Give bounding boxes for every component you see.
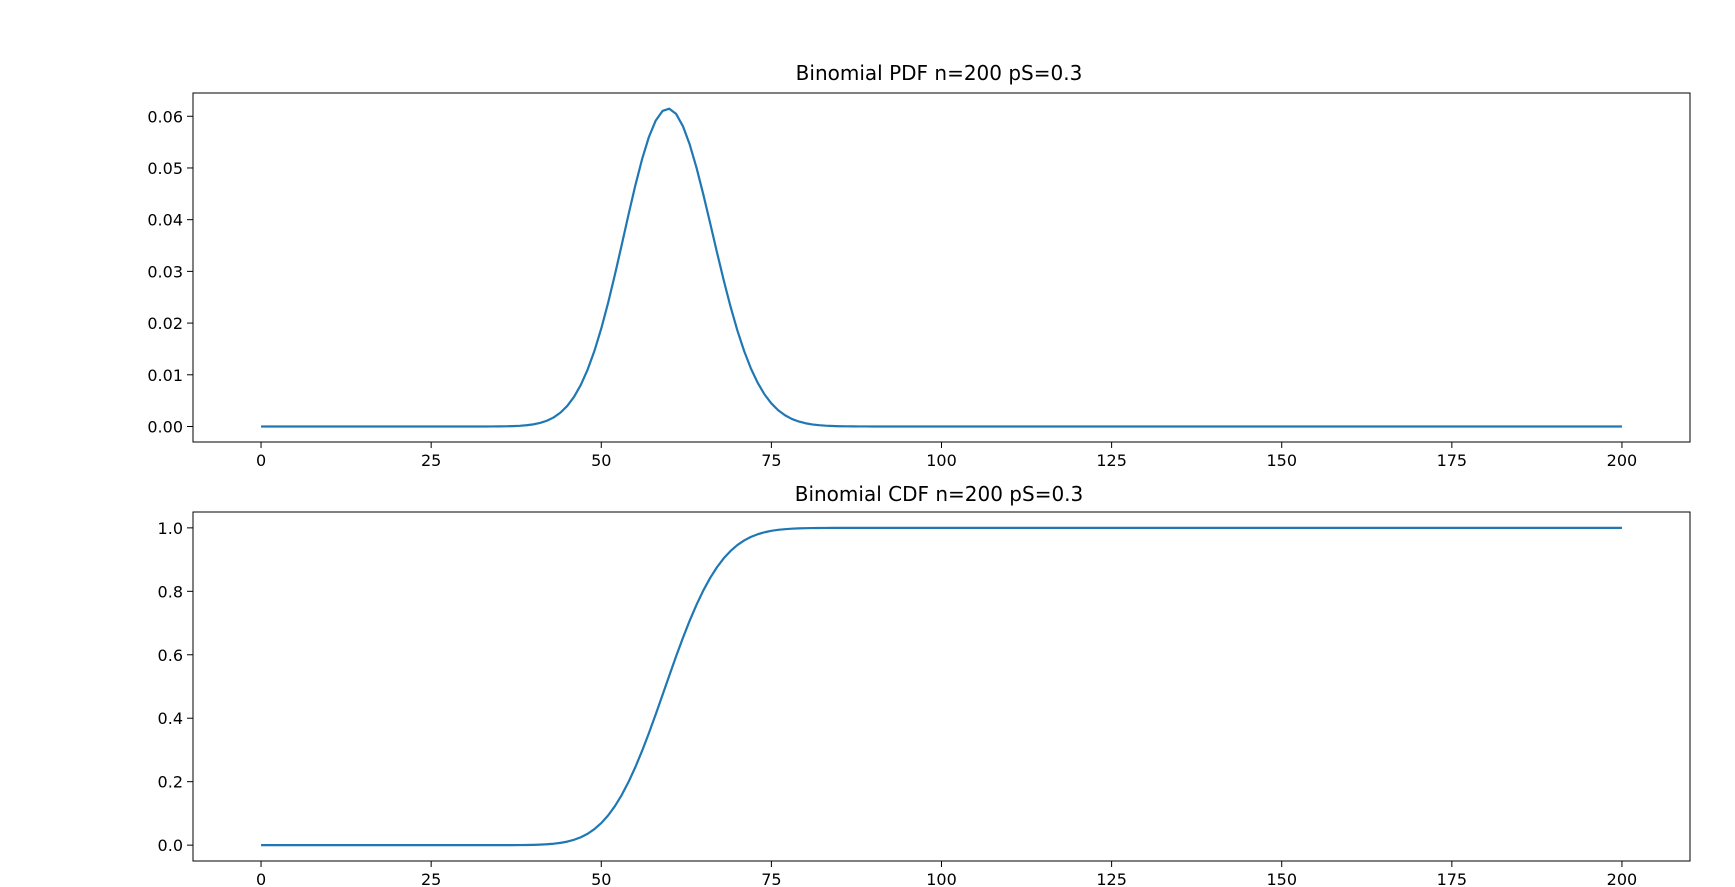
cdf-ticks: 0 25 50 75 100 125 150 175 200 0.0 0.2 0.4 0.6 0.8 1.0: [158, 519, 1638, 887]
pdf-y-tick-label: 0.03: [147, 262, 183, 281]
cdf-x-tick-label: 150: [1266, 870, 1297, 887]
cdf-y-tick-label: 0.4: [158, 709, 183, 728]
pdf-x-tick-label: 0: [256, 451, 266, 470]
cdf-x-tick-label: 100: [926, 870, 957, 887]
pdf-y-tick-label: 0.06: [147, 107, 183, 126]
cdf-y-tick-label: 0.0: [158, 836, 183, 855]
pdf-y-tick-label: 0.05: [147, 159, 183, 178]
pdf-x-tick-label: 75: [761, 451, 781, 470]
pdf-subplot: Binomial PDF n=200 pS=0.3 0 25 50 75 100 125 1…: [147, 61, 1691, 470]
pdf-ticks: 0 25 50 75 100 125 150 175 200 0.00 0.01 0.02 0.03 0.…: [147, 107, 1637, 470]
cdf-subplot: Binomial CDF n=200 pS=0.3 0 25 50 75 100 125 1…: [158, 482, 1691, 887]
pdf-x-tick-label: 200: [1607, 451, 1638, 470]
pdf-axes-frame: [192, 92, 1691, 443]
pdf-y-tick-label: 0.04: [147, 211, 183, 230]
cdf-y-tick-label: 0.2: [158, 773, 183, 792]
pdf-x-tick-label: 175: [1437, 451, 1468, 470]
cdf-x-tick-label: 125: [1096, 870, 1127, 887]
cdf-series-line: [261, 526, 1622, 847]
pdf-y-tick-label: 0.00: [147, 417, 183, 436]
cdf-title: Binomial CDF n=200 pS=0.3: [795, 482, 1084, 506]
cdf-y-tick-label: 0.6: [158, 646, 183, 665]
pdf-x-tick-label: 25: [421, 451, 441, 470]
cdf-x-tick-label: 0: [256, 870, 266, 887]
cdf-y-tick-label: 1.0: [158, 519, 183, 538]
cdf-axes-frame: [192, 511, 1691, 862]
cdf-x-tick-label: 25: [421, 870, 441, 887]
pdf-y-tick-label: 0.02: [147, 314, 183, 333]
cdf-x-tick-label: 200: [1607, 870, 1638, 887]
pdf-x-tick-label: 150: [1266, 451, 1297, 470]
pdf-title: Binomial PDF n=200 pS=0.3: [796, 61, 1083, 85]
pdf-y-tick-label: 0.01: [147, 366, 183, 385]
cdf-y-tick-label: 0.8: [158, 582, 183, 601]
cdf-x-tick-label: 175: [1437, 870, 1468, 887]
pdf-x-tick-label: 50: [591, 451, 611, 470]
pdf-x-tick-label: 125: [1096, 451, 1127, 470]
cdf-x-tick-label: 75: [761, 870, 781, 887]
pdf-series-line: [261, 107, 1622, 428]
cdf-x-tick-label: 50: [591, 870, 611, 887]
pdf-x-tick-label: 100: [926, 451, 957, 470]
